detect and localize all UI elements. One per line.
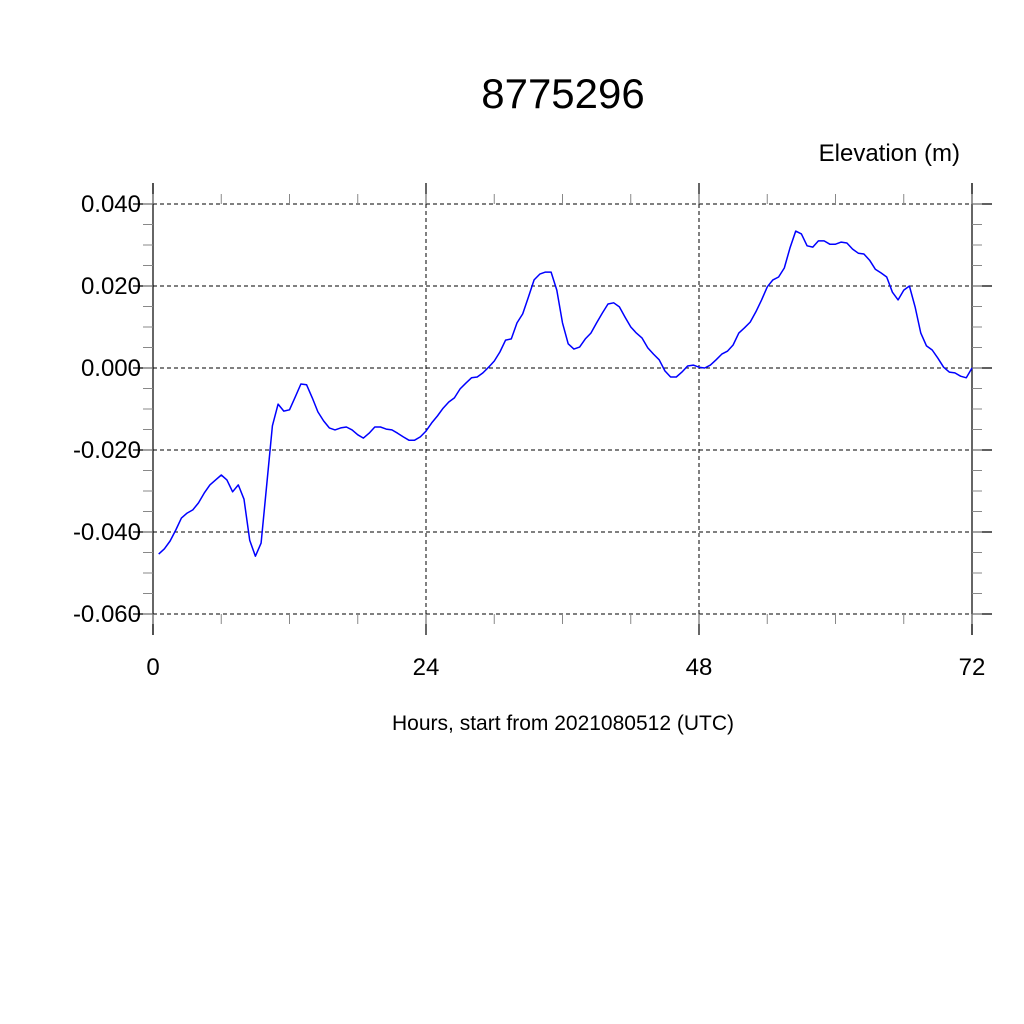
tick-labels: -0.060 -0.040 -0.020 0.000 0.020 0.040 0 24 48 72 — [73, 191, 985, 681]
grid — [153, 203, 972, 615]
y-tick-label: -0.020 — [73, 437, 141, 464]
y-axis-label: Elevation (m) — [819, 140, 960, 167]
x-tick-label: 72 — [959, 654, 986, 681]
y-tick-label: -0.040 — [73, 519, 141, 546]
chart-title: 8775296 — [481, 70, 645, 117]
elevation-line — [158, 230, 973, 557]
series-layer — [158, 230, 973, 557]
x-tick-label: 0 — [146, 654, 159, 681]
y-tick-label: 0.020 — [81, 273, 141, 300]
y-tick-label: -0.060 — [73, 601, 141, 628]
x-tick-label: 24 — [413, 654, 440, 681]
y-tick-label: 0.040 — [81, 191, 141, 218]
x-tick-label: 48 — [686, 654, 713, 681]
x-axis-label: Hours, start from 2021080512 (UTC) — [392, 712, 734, 735]
axis-ticks — [133, 183, 992, 635]
y-tick-label: 0.000 — [81, 355, 141, 382]
